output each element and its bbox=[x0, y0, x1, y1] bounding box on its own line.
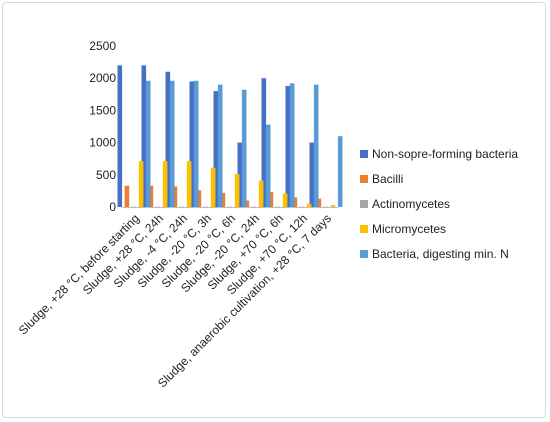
bar-series-4-cat-5 bbox=[265, 124, 271, 207]
bar-series-0-cat-0 bbox=[117, 65, 123, 207]
bar-series-4-cat-6 bbox=[289, 83, 295, 207]
bar-series-4-cat-3 bbox=[217, 84, 223, 207]
bar-series-4-cat-7 bbox=[313, 84, 319, 207]
bar-series-2-cat-7 bbox=[299, 206, 305, 208]
bar-series-1-cat-0 bbox=[124, 185, 130, 207]
legend-label: Bacteria, digesting min. N bbox=[372, 247, 509, 261]
y-tick-label: 500 bbox=[96, 168, 116, 182]
bar-series-1-cat-4 bbox=[220, 192, 226, 207]
legend-swatch bbox=[360, 200, 368, 208]
legend-swatch bbox=[360, 175, 368, 183]
bar-series-0-cat-8 bbox=[309, 142, 315, 207]
bar-series-3-cat-2 bbox=[186, 161, 192, 207]
bar-series-0-cat-4 bbox=[213, 91, 219, 207]
bar-series-4-cat-8 bbox=[337, 136, 343, 207]
bar-series-0-cat-1 bbox=[141, 65, 147, 207]
bar-series-0-cat-7 bbox=[285, 85, 291, 207]
bar-series-2-cat-4 bbox=[227, 206, 233, 208]
bar-series-2-cat-8 bbox=[323, 206, 329, 208]
legend-label: Actinomycetes bbox=[372, 197, 450, 211]
legend: Non-sopre-forming bacteria Bacilli Actinom… bbox=[360, 147, 518, 261]
bar-series-2-cat-6 bbox=[275, 206, 281, 208]
legend-swatch bbox=[360, 250, 368, 258]
bar-series-3-cat-8 bbox=[330, 205, 336, 207]
legend-swatch bbox=[360, 225, 368, 233]
bar-series-2-cat-1 bbox=[155, 206, 161, 208]
bar-series-3-cat-1 bbox=[162, 161, 168, 207]
bar-series-2-cat-5 bbox=[251, 206, 257, 208]
y-tick-label: 1000 bbox=[89, 136, 116, 150]
bar-series-3-cat-5 bbox=[258, 180, 264, 207]
bar-series-0-cat-6 bbox=[261, 78, 267, 207]
bars bbox=[117, 65, 343, 208]
legend-label: Micromycetes bbox=[372, 222, 446, 236]
bar-series-1-cat-8 bbox=[316, 198, 322, 207]
bar-series-3-cat-0 bbox=[138, 161, 144, 207]
bar-series-0-cat-3 bbox=[189, 81, 195, 207]
bar-series-2-cat-0 bbox=[131, 206, 137, 208]
chart-frame bbox=[2, 2, 546, 418]
bar-series-0-cat-5 bbox=[237, 142, 243, 207]
bar-series-3-cat-6 bbox=[282, 193, 288, 207]
bar-series-3-cat-7 bbox=[306, 203, 312, 207]
bar-series-2-cat-2 bbox=[179, 206, 185, 208]
bar-series-1-cat-3 bbox=[196, 190, 202, 207]
y-tick-label: 2000 bbox=[89, 71, 116, 85]
bar-series-1-cat-2 bbox=[172, 186, 178, 207]
bar-series-1-cat-5 bbox=[244, 200, 250, 207]
legend-swatch bbox=[360, 150, 368, 158]
y-tick-label: 2500 bbox=[89, 39, 116, 53]
bar-series-4-cat-1 bbox=[169, 80, 175, 207]
bar-series-0-cat-2 bbox=[165, 71, 171, 207]
bar-series-1-cat-1 bbox=[148, 185, 154, 207]
y-tick-label: 1500 bbox=[89, 103, 116, 117]
bar-series-4-cat-0 bbox=[145, 80, 151, 207]
legend-label: Non-sopre-forming bacteria bbox=[372, 147, 518, 161]
y-tick-label: 0 bbox=[109, 200, 116, 214]
bar-series-1-cat-7 bbox=[292, 197, 298, 207]
bar-series-4-cat-2 bbox=[193, 80, 199, 207]
bar-series-4-cat-4 bbox=[241, 89, 247, 207]
bar-series-3-cat-4 bbox=[234, 174, 240, 207]
bar-series-3-cat-3 bbox=[210, 167, 216, 207]
bar-series-2-cat-3 bbox=[203, 206, 209, 208]
bar-series-1-cat-6 bbox=[268, 192, 274, 207]
legend-label: Bacilli bbox=[372, 172, 403, 186]
y-axis-ticks: 0 500 1000 1500 2000 2500 bbox=[89, 39, 116, 214]
